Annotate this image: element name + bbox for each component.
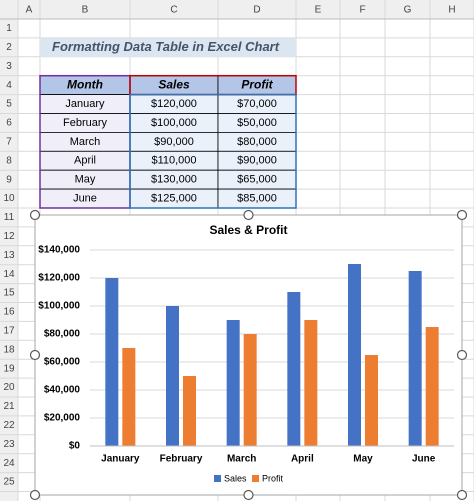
y-tick-label: $0 <box>69 441 81 452</box>
table-cell-text: March <box>70 136 101 148</box>
selection-values <box>129 93 297 209</box>
row-header[interactable]: 22 <box>3 420 15 431</box>
y-tick-label: $20,000 <box>44 413 81 424</box>
chart-title: Sales & Profit <box>209 223 287 237</box>
column-header[interactable]: H <box>448 5 455 16</box>
table-cell-text: February <box>63 117 108 129</box>
row-header-bar <box>0 0 18 501</box>
row-header[interactable]: 15 <box>3 288 15 299</box>
bar <box>425 327 439 446</box>
table-cell-text: $65,000 <box>237 174 277 186</box>
legend-swatch <box>252 475 259 482</box>
table-header: Month <box>67 77 103 91</box>
row-header[interactable]: 6 <box>6 118 12 129</box>
resize-handle[interactable] <box>456 209 468 221</box>
row-header[interactable]: 20 <box>3 382 15 393</box>
row-header[interactable]: 14 <box>3 269 15 280</box>
bar <box>408 271 422 446</box>
column-header-bar <box>0 0 474 19</box>
table-cell-text: $130,000 <box>151 174 197 186</box>
row-header[interactable]: 21 <box>3 401 15 412</box>
y-tick-label: $100,000 <box>38 301 80 312</box>
table-cell-text: $70,000 <box>237 98 277 110</box>
table-cell-text: $125,000 <box>151 192 197 204</box>
bar <box>183 376 196 446</box>
bar <box>105 278 119 446</box>
table-cell-text: $100,000 <box>151 117 197 129</box>
table-cell-text: April <box>74 155 96 167</box>
row-header[interactable]: 12 <box>3 231 15 242</box>
resize-handle[interactable] <box>243 489 254 501</box>
table-header: Profit <box>241 77 273 91</box>
legend-label: Profit <box>262 473 284 483</box>
table-cell-text: May <box>75 174 96 186</box>
row-header[interactable]: 7 <box>6 136 12 147</box>
row-header[interactable]: 19 <box>3 363 15 374</box>
table-cell-text: $90,000 <box>237 155 277 167</box>
table-header: Sales <box>158 77 190 91</box>
row-header[interactable]: 17 <box>3 325 15 336</box>
row-header[interactable]: 4 <box>6 80 12 91</box>
column-header[interactable]: A <box>26 5 33 16</box>
table-cell-text: $80,000 <box>237 136 277 148</box>
bar <box>365 355 378 446</box>
row-header[interactable]: 13 <box>3 250 15 261</box>
x-tick-label: February <box>160 454 203 465</box>
row-header[interactable]: 5 <box>6 99 12 110</box>
row-header[interactable]: 16 <box>3 307 15 318</box>
column-header[interactable]: F <box>359 5 365 16</box>
resize-handle[interactable] <box>456 489 468 501</box>
x-tick-label: January <box>101 454 140 465</box>
sheet-title: Formatting Data Table in Excel Chart <box>52 39 280 54</box>
resize-handle[interactable] <box>243 209 254 221</box>
title-cell <box>40 37 296 57</box>
y-tick-label: $140,000 <box>38 245 80 256</box>
bar <box>304 320 318 446</box>
bar <box>122 348 136 446</box>
row-header[interactable]: 8 <box>6 155 12 166</box>
y-tick-label: $60,000 <box>44 357 81 368</box>
table-cell-text: $120,000 <box>151 98 197 110</box>
row-header[interactable]: 1 <box>6 23 12 34</box>
column-header[interactable]: D <box>253 5 260 16</box>
resize-handle[interactable] <box>456 349 468 361</box>
table-cell-text: $90,000 <box>154 136 194 148</box>
resize-handle[interactable] <box>29 349 41 361</box>
bar <box>287 292 301 446</box>
x-tick-label: April <box>291 454 314 465</box>
table-cell-text: $85,000 <box>237 192 277 204</box>
row-header[interactable]: 24 <box>3 458 15 469</box>
table-cell-text: $110,000 <box>151 155 196 167</box>
column-header[interactable]: B <box>82 5 89 16</box>
resize-handle[interactable] <box>29 209 41 221</box>
row-header[interactable]: 9 <box>6 174 12 185</box>
column-header[interactable]: C <box>170 5 177 16</box>
bar <box>348 264 361 446</box>
row-header[interactable]: 3 <box>6 61 12 72</box>
x-tick-label: March <box>227 454 256 465</box>
column-header[interactable]: E <box>315 5 322 16</box>
table-cell-text: $50,000 <box>237 117 277 129</box>
legend-label: Sales <box>224 473 247 483</box>
table-cell-text: January <box>65 98 105 110</box>
bar <box>243 334 257 446</box>
bar <box>166 306 179 446</box>
table-cell-text: June <box>73 192 97 204</box>
resize-handle[interactable] <box>29 489 41 501</box>
bar <box>226 320 240 446</box>
legend-swatch <box>214 475 221 482</box>
x-tick-label: May <box>353 454 373 465</box>
row-header[interactable]: 25 <box>3 477 15 488</box>
y-tick-label: $80,000 <box>44 329 81 340</box>
row-header[interactable]: 11 <box>4 212 15 223</box>
row-header[interactable]: 2 <box>6 42 12 53</box>
row-header[interactable]: 23 <box>3 439 15 450</box>
column-header[interactable]: G <box>404 5 412 16</box>
row-header[interactable]: 18 <box>3 344 15 355</box>
row-header[interactable]: 10 <box>3 193 15 204</box>
y-tick-label: $40,000 <box>44 385 81 396</box>
x-tick-label: June <box>412 454 436 465</box>
y-tick-label: $120,000 <box>38 273 80 284</box>
